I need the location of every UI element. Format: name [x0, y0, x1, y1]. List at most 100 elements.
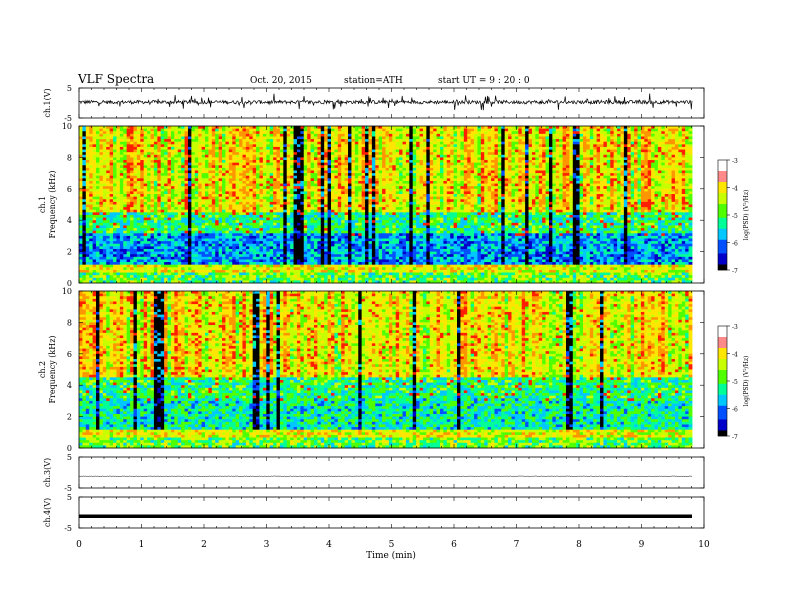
spectrogram-cell — [351, 238, 356, 242]
spectrogram-cell — [140, 259, 145, 263]
spectrogram-cell — [170, 201, 175, 205]
spectrogram-cell — [317, 212, 322, 216]
spectrogram-cell — [116, 201, 121, 205]
spectrogram-cell — [320, 144, 325, 148]
spectrogram-cell — [341, 230, 346, 234]
spectrogram-cell — [320, 160, 325, 164]
spectrogram-cell — [334, 254, 339, 258]
spectrogram-cell — [249, 183, 254, 187]
spectrogram-cell — [286, 269, 291, 273]
spectrogram-cell — [106, 230, 111, 234]
spectrogram-cell — [106, 131, 111, 135]
spectrogram-cell — [259, 146, 264, 150]
spectrogram-cell — [252, 272, 257, 276]
spectrogram-cell — [123, 269, 128, 273]
spectrogram-cell — [317, 251, 322, 255]
spectrogram-cell — [331, 259, 335, 263]
spectrogram-cell — [194, 165, 199, 169]
spectrogram-cell — [102, 207, 107, 211]
spectrogram-cell — [123, 207, 128, 211]
spectrogram-cell — [256, 152, 260, 156]
spectrogram-cell — [126, 275, 131, 279]
spectrogram-cell — [262, 233, 267, 237]
spectrogram-cell — [273, 225, 277, 229]
spectrogram-cell — [331, 188, 335, 192]
spectrogram-cell — [293, 269, 298, 273]
spectrogram-cell — [348, 183, 352, 187]
spectrogram-cell — [222, 191, 226, 195]
spectrogram-cell — [147, 149, 151, 153]
spectrogram-cell — [99, 194, 104, 198]
spectrogram-cell — [232, 199, 237, 203]
spectrogram-cell — [327, 246, 332, 250]
spectrogram-cell — [303, 241, 308, 245]
spectrogram-cell — [239, 152, 243, 156]
spectrogram-cell — [283, 209, 288, 213]
spectrogram-cell — [228, 248, 233, 252]
spectrogram-cell — [235, 199, 240, 203]
spectrogram-cell — [85, 201, 90, 205]
spectrogram-cell — [252, 241, 257, 245]
spectrogram-cell — [296, 128, 301, 132]
spectrogram-cell — [215, 167, 220, 171]
spectrogram-cell — [82, 209, 87, 213]
spectrogram-cell — [130, 188, 134, 192]
spectrogram-cell — [181, 141, 185, 145]
spectrogram-cell — [187, 272, 192, 276]
spectrogram-cell — [89, 235, 94, 239]
spectrogram-cell — [351, 201, 356, 205]
spectrogram-cell — [215, 256, 220, 260]
spectrogram-cell — [290, 180, 294, 184]
spectrogram-cell — [96, 133, 100, 137]
spectrogram-cell — [85, 267, 90, 271]
spectrogram-cell — [133, 256, 138, 260]
spectrogram-cell — [130, 277, 134, 281]
spectrogram-cell — [119, 154, 124, 158]
spectrogram-cell — [296, 199, 301, 203]
spectrogram-cell — [102, 128, 107, 132]
spectrogram-cell — [143, 128, 148, 132]
spectrogram-cell — [324, 228, 329, 232]
spectrogram-cell — [150, 144, 155, 148]
spectrogram-cell — [269, 196, 274, 200]
spectrogram-cell — [133, 141, 138, 145]
spectrogram-cell — [208, 149, 213, 153]
spectrogram-cell — [307, 180, 311, 184]
spectrogram-cell — [327, 196, 332, 200]
spectrogram-cell — [256, 207, 260, 211]
spectrogram-cell — [126, 194, 131, 198]
spectrogram-cell — [191, 220, 196, 224]
spectrogram-cell — [259, 178, 264, 182]
spectrogram-cell — [307, 225, 311, 229]
spectrogram-cell — [296, 170, 301, 174]
spectrogram-cell — [184, 194, 189, 198]
spectrogram-cell — [307, 154, 311, 158]
spectrogram-cell — [324, 207, 329, 211]
spectrogram-cell — [177, 186, 182, 190]
spectrogram-cell — [123, 254, 128, 258]
spectrogram-cell — [140, 222, 145, 226]
spectrogram-cell — [157, 269, 162, 273]
spectrogram-cell — [307, 139, 311, 143]
spectrogram-cell — [341, 167, 346, 171]
spectrogram-cell — [290, 186, 294, 190]
spectrogram-cell — [157, 204, 162, 208]
spectrogram-cell — [276, 225, 281, 229]
spectrogram-cell — [324, 212, 329, 216]
spectrogram-cell — [324, 154, 329, 158]
spectrogram-cell — [215, 267, 220, 271]
spectrogram-cell — [205, 238, 209, 242]
spectrogram-cell — [177, 201, 182, 205]
spectrogram-cell — [170, 277, 175, 281]
spectrogram-cell — [296, 246, 301, 250]
spectrogram-cell — [150, 228, 155, 232]
spectrogram-cell — [140, 188, 145, 192]
spectrogram-cell — [109, 241, 114, 245]
spectrogram-cell — [130, 209, 134, 213]
spectrogram-cell — [184, 222, 189, 226]
spectrogram-cell — [256, 214, 260, 218]
spectrogram-cell — [218, 209, 223, 213]
spectrogram-cell — [262, 160, 267, 164]
spectrogram-cell — [276, 262, 281, 266]
spectrogram-cell — [177, 220, 182, 224]
